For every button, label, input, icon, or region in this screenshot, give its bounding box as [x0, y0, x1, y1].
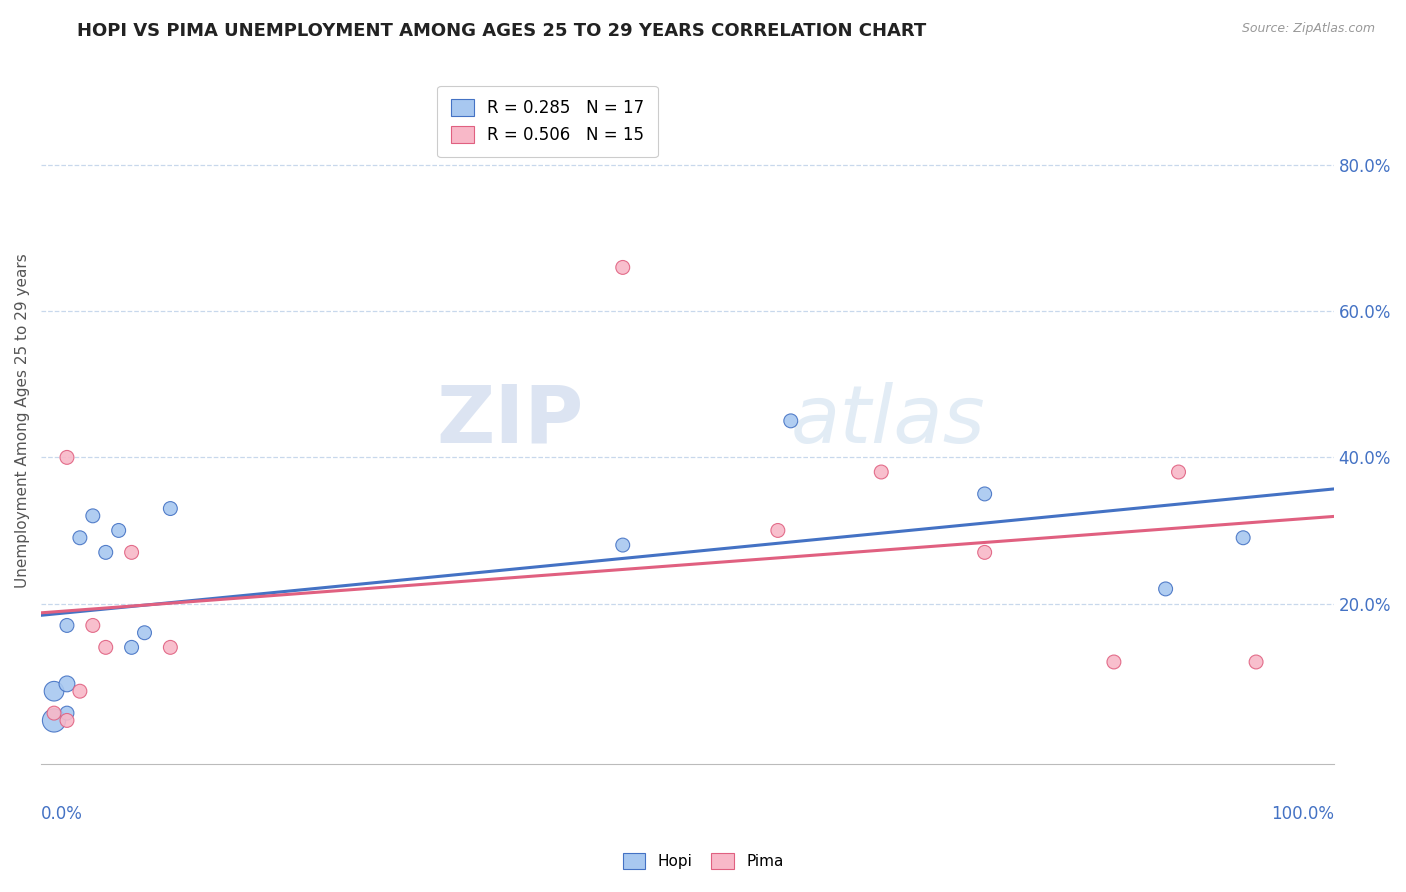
Point — [56, 618, 79, 632]
Legend: R = 0.285   N = 17, R = 0.506   N = 15: R = 0.285 N = 17, R = 0.506 N = 15 — [437, 86, 658, 157]
Point — [159, 501, 181, 516]
Point — [82, 618, 104, 632]
Text: 100.0%: 100.0% — [1271, 805, 1334, 823]
Point — [56, 714, 79, 728]
Point — [56, 706, 79, 720]
Point — [107, 524, 129, 538]
Point — [121, 545, 143, 559]
Text: Source: ZipAtlas.com: Source: ZipAtlas.com — [1241, 22, 1375, 36]
Point — [612, 538, 634, 552]
Point — [870, 465, 893, 479]
Point — [94, 545, 117, 559]
Point — [69, 531, 91, 545]
Text: atlas: atlas — [790, 382, 986, 460]
Point — [159, 640, 181, 655]
Point — [56, 450, 79, 465]
Point — [42, 706, 65, 720]
Text: ZIP: ZIP — [437, 382, 583, 460]
Point — [42, 714, 65, 728]
Point — [134, 625, 156, 640]
Text: 0.0%: 0.0% — [41, 805, 83, 823]
Point — [973, 487, 995, 501]
Y-axis label: Unemployment Among Ages 25 to 29 years: Unemployment Among Ages 25 to 29 years — [15, 253, 30, 588]
Point — [973, 545, 995, 559]
Point — [1102, 655, 1125, 669]
Point — [94, 640, 117, 655]
Text: HOPI VS PIMA UNEMPLOYMENT AMONG AGES 25 TO 29 YEARS CORRELATION CHART: HOPI VS PIMA UNEMPLOYMENT AMONG AGES 25 … — [77, 22, 927, 40]
Point — [779, 414, 801, 428]
Point — [612, 260, 634, 275]
Point — [82, 508, 104, 523]
Legend: Hopi, Pima: Hopi, Pima — [616, 847, 790, 875]
Point — [1232, 531, 1254, 545]
Point — [121, 640, 143, 655]
Point — [1154, 582, 1177, 596]
Point — [56, 677, 79, 691]
Point — [69, 684, 91, 698]
Point — [42, 684, 65, 698]
Point — [1167, 465, 1189, 479]
Point — [766, 524, 789, 538]
Point — [1244, 655, 1267, 669]
